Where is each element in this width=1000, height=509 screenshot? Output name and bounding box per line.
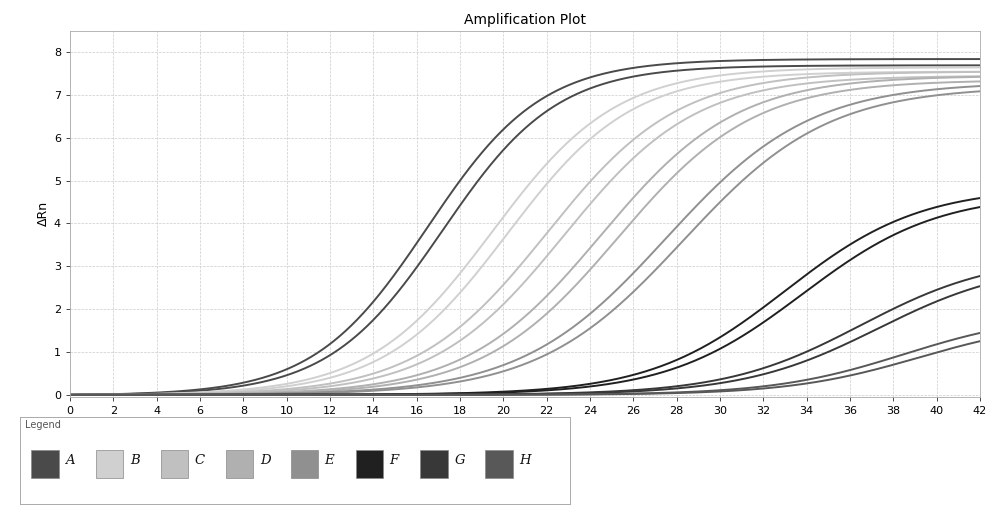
Bar: [420, 450, 448, 478]
Text: Legend: Legend: [26, 420, 61, 430]
Bar: [96, 450, 123, 478]
Bar: [291, 450, 318, 478]
Bar: [226, 450, 253, 478]
Bar: [161, 450, 188, 478]
Text: C: C: [195, 454, 205, 467]
Text: B: B: [130, 454, 140, 467]
X-axis label: Cycle: Cycle: [508, 420, 542, 433]
Text: D: D: [260, 454, 270, 467]
Bar: [356, 450, 383, 478]
Text: H: H: [519, 454, 531, 467]
Text: G: G: [455, 454, 465, 467]
Title: Amplification Plot: Amplification Plot: [464, 13, 586, 26]
Text: A: A: [65, 454, 75, 467]
Text: F: F: [390, 454, 399, 467]
Bar: [31, 450, 59, 478]
Y-axis label: ΔRn: ΔRn: [37, 201, 50, 227]
Bar: [485, 450, 513, 478]
Text: E: E: [325, 454, 334, 467]
